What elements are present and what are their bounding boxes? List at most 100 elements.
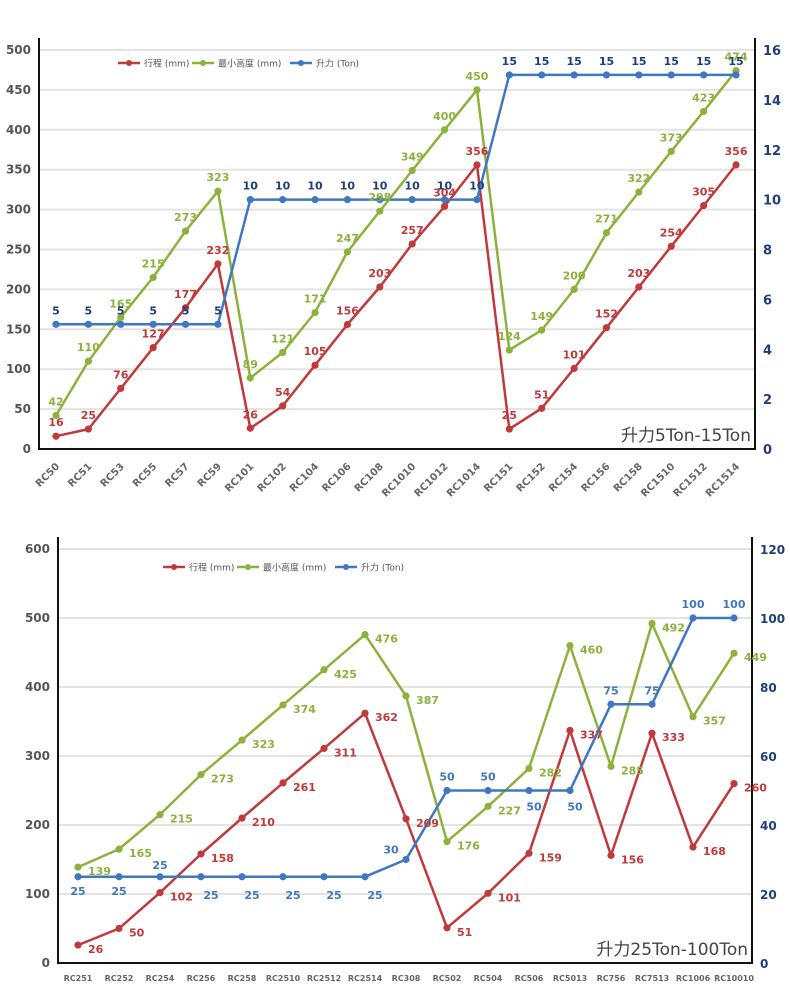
x-tick-label: RC104 (288, 461, 321, 494)
x-tick-label: RC1510 (639, 461, 677, 499)
data-label: 139 (88, 865, 111, 878)
y2-tick-label: 4 (763, 343, 772, 358)
data-point (197, 873, 205, 881)
data-point (408, 196, 416, 204)
x-tick-label: RC55 (131, 461, 159, 489)
data-point (730, 614, 738, 622)
data-point (538, 326, 546, 334)
data-point (238, 736, 246, 744)
data-label: 450 (465, 70, 488, 83)
data-label: 176 (457, 840, 480, 853)
data-point (74, 863, 82, 871)
data-label: 25 (326, 889, 341, 902)
x-tick-label: RC59 (196, 461, 224, 489)
data-label: 5 (214, 304, 222, 317)
x-tick-label: RC152 (515, 461, 548, 494)
data-label: 425 (334, 668, 357, 681)
data-point (473, 86, 481, 94)
data-label: 257 (401, 224, 424, 237)
data-point (566, 642, 574, 650)
y-tick-label: 50 (14, 402, 31, 416)
y2-tick-label: 60 (760, 750, 777, 764)
data-label: 460 (580, 644, 603, 657)
data-point (320, 666, 328, 674)
data-point (667, 71, 675, 79)
data-label: 50 (526, 801, 542, 814)
y-tick-label: 100 (25, 887, 50, 901)
data-label: 285 (621, 764, 644, 777)
data-label: 25 (81, 409, 96, 422)
data-point (730, 780, 738, 788)
data-point (311, 361, 319, 369)
data-label: 156 (621, 853, 644, 866)
data-point (538, 404, 546, 412)
data-point (343, 320, 352, 329)
x-tick-label: RC10010 (714, 974, 754, 983)
data-point (700, 107, 708, 116)
data-point (279, 779, 287, 787)
data-point (700, 71, 708, 79)
y2-tick-label: 0 (763, 443, 772, 458)
y-tick-label: 300 (25, 749, 50, 763)
data-label: 210 (252, 816, 275, 829)
data-label: 25 (203, 889, 218, 902)
data-point (525, 764, 533, 773)
data-label: 200 (563, 269, 586, 282)
data-point (602, 324, 611, 332)
x-tick-label: RC2512 (307, 974, 341, 983)
legend-entry: 升力 (Ton) (316, 58, 359, 70)
data-label: 15 (534, 55, 549, 68)
data-point (689, 713, 697, 721)
data-label: 42 (48, 395, 63, 408)
data-label: 387 (416, 694, 439, 707)
data-point (52, 411, 60, 420)
data-point (648, 700, 656, 708)
x-tick-label: RC156 (579, 461, 612, 494)
y2-tick-label: 0 (760, 957, 768, 971)
x-tick-label: RC2510 (266, 974, 301, 983)
data-label: 10 (243, 180, 259, 193)
data-point (84, 357, 92, 365)
y-tick-label: 450 (6, 83, 31, 97)
y2-tick-label: 10 (763, 194, 781, 209)
data-label: 10 (340, 180, 356, 193)
data-label: 449 (744, 651, 767, 664)
data-point (156, 873, 164, 881)
x-tick-label: RC1012 (413, 461, 451, 499)
y-tick-label: 400 (25, 680, 50, 694)
data-point (440, 196, 449, 204)
data-point (376, 283, 384, 291)
data-label: 15 (502, 55, 517, 68)
data-point (505, 346, 513, 354)
data-label: 158 (211, 852, 234, 865)
legend-marker (126, 60, 132, 66)
y2-tick-label: 80 (760, 681, 777, 695)
data-point (279, 701, 287, 709)
series-line (78, 616, 734, 879)
data-label: 54 (275, 386, 291, 399)
data-point (473, 196, 481, 204)
data-label: 203 (627, 267, 650, 280)
y-tick-label: 250 (6, 243, 31, 257)
data-point (343, 196, 352, 204)
data-point (689, 614, 697, 622)
data-label: 75 (644, 684, 659, 697)
data-label: 101 (563, 348, 586, 361)
data-point (214, 320, 222, 328)
data-point (197, 771, 205, 779)
data-label: 50 (439, 771, 455, 784)
data-label: 305 (692, 186, 715, 199)
data-label: 5 (85, 304, 93, 317)
data-label: 311 (334, 746, 357, 759)
data-label: 51 (534, 388, 549, 401)
data-point (648, 619, 656, 628)
data-point (570, 285, 578, 293)
data-label: 165 (109, 297, 132, 310)
chart-lift-25-100-ton: 0 100 200 300 400 500 600 0 20 40 60 80 100 120 RC251 R… (25, 537, 785, 983)
x-tick-label: RC106 (320, 461, 353, 494)
data-point (156, 889, 164, 897)
data-label: 476 (375, 633, 398, 646)
data-label: 152 (595, 308, 618, 321)
data-point (484, 786, 492, 795)
data-label: 254 (660, 226, 683, 239)
